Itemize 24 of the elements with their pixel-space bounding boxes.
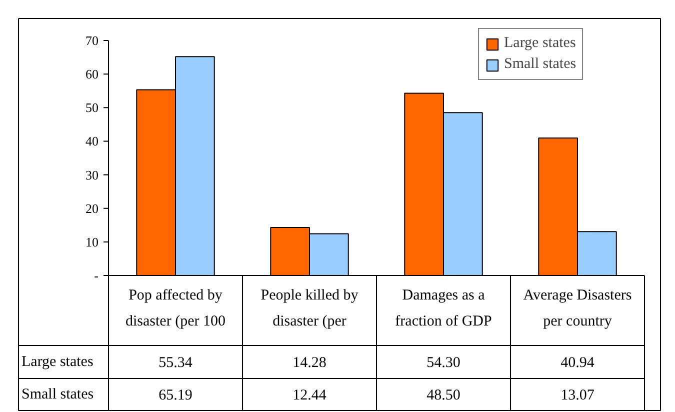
y-tick-label: 10 bbox=[86, 234, 98, 250]
y-tick-label: 60 bbox=[86, 66, 98, 82]
y-tick-label: 50 bbox=[86, 100, 98, 116]
x-tick-label: Average Disasters per country bbox=[523, 288, 632, 330]
y-tick-label: 30 bbox=[86, 167, 98, 182]
data-label: 12.44 bbox=[292, 388, 327, 404]
data-label: 65.19 bbox=[158, 388, 192, 404]
data-label: 55.34 bbox=[158, 355, 193, 371]
text: Small states bbox=[22, 386, 94, 402]
x-tick-label: Pop affected by disaster (per 100 bbox=[126, 288, 226, 330]
data-label: 54.30 bbox=[426, 355, 460, 371]
data-label: 13.07 bbox=[560, 388, 595, 404]
y-tick-label: 20 bbox=[86, 200, 98, 216]
data-label: 48.50 bbox=[426, 388, 460, 404]
x-tick-label: Damages as a fraction of GDP bbox=[395, 288, 492, 330]
legend-label: Large states bbox=[504, 35, 576, 52]
data-label: 14.28 bbox=[292, 355, 326, 371]
y-tick-label: 40 bbox=[86, 134, 98, 149]
legend-label: Small states bbox=[504, 56, 576, 73]
x-tick-label: People killed by disaster (per bbox=[260, 288, 359, 330]
y-tick-label: 70 bbox=[86, 33, 98, 48]
data-label: 40.94 bbox=[560, 355, 595, 371]
text: Large states bbox=[22, 354, 94, 370]
y-tick-label: - bbox=[94, 268, 99, 283]
